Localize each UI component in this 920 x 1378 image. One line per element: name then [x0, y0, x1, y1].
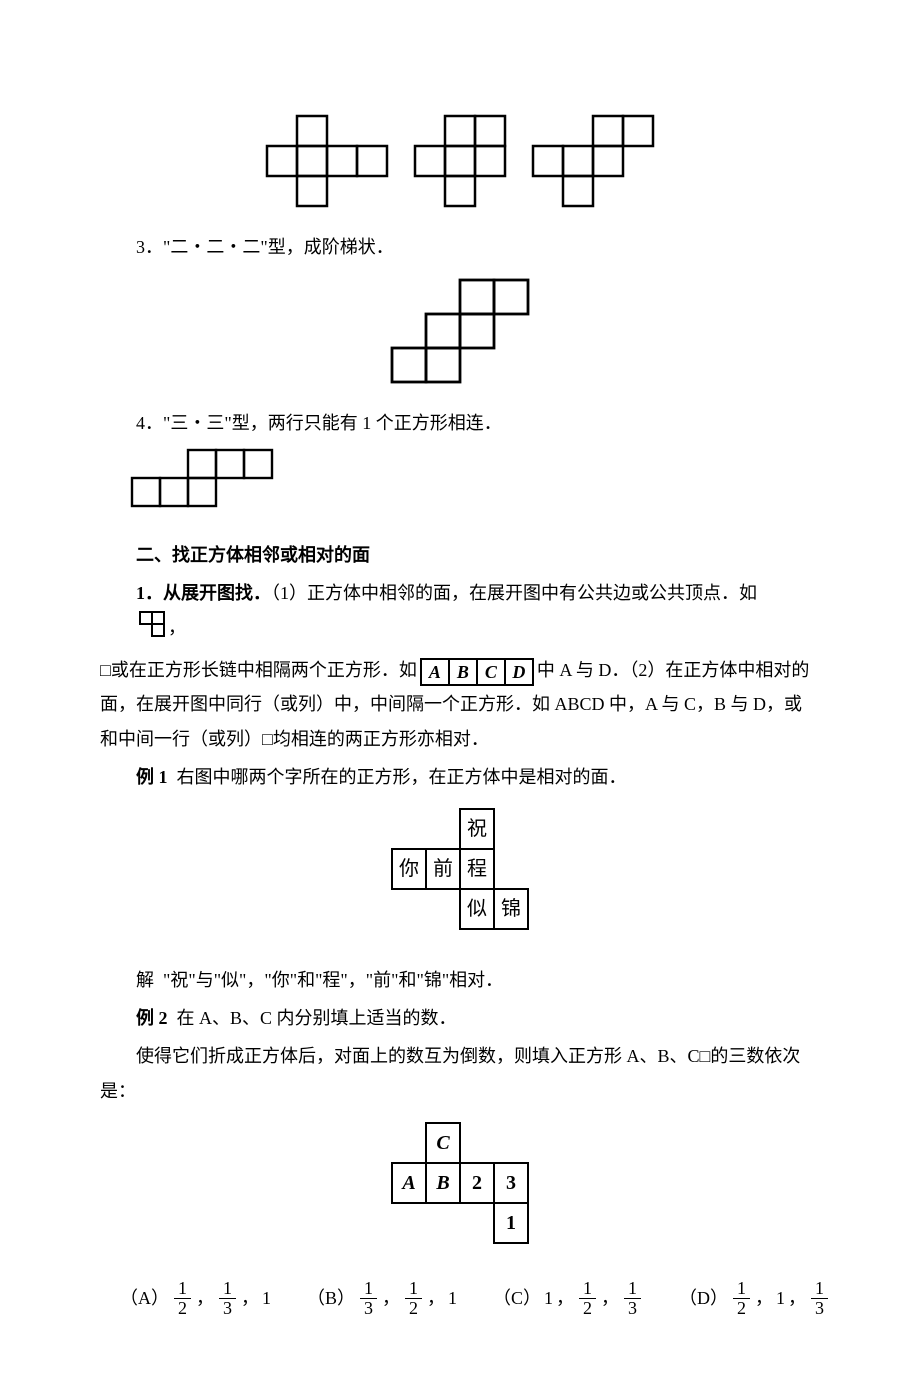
para-expand-1: 1．从展开图找．（1）正方体中相邻的面，在展开图中有公共边或公共顶点．如 ，	[100, 576, 820, 649]
fig-stair	[100, 278, 820, 384]
solution1-label: 解	[136, 970, 154, 990]
options: （A）12，13，1（B）13，12，1（C）1，12，13（D）12，1，13	[100, 1279, 820, 1318]
example-1: 例 1 右图中哪两个字所在的正方形，在正方体中是相对的面．	[100, 760, 820, 794]
line-type-33: 4．"三・三"型，两行只能有 1 个正方形相连．	[100, 406, 820, 440]
inline-l-icon	[102, 610, 166, 649]
option: （B）13，12，1	[307, 1279, 457, 1318]
example-2: 例 2 在 A、B、C 内分别填上适当的数．	[100, 1001, 820, 1035]
heading-2: 二、找正方体相邻或相对的面	[100, 538, 820, 572]
line-type-222: 3．"二・二・二"型，成阶梯状．	[100, 230, 820, 264]
para-expand-1b: （1）正方体中相邻的面，在展开图中有公共边或公共顶点．如	[271, 583, 757, 603]
ex1-text: 右图中哪两个字所在的正方形，在正方体中是相对的面．	[177, 767, 627, 787]
fig-ex1: 祝你前程似锦	[100, 808, 820, 941]
fig-33	[130, 448, 820, 519]
para-expand-lead: 1．从展开图找．	[136, 583, 271, 603]
abcd-boxes: ABCD	[420, 658, 534, 686]
para-expand-1c: ，	[168, 618, 186, 638]
ex2-label: 例 2	[136, 1008, 168, 1028]
option: （C）1，12，13	[493, 1279, 643, 1318]
solution1-text: "祝"与"似"，"你"和"程"，"前"和"锦"相对．	[163, 970, 503, 990]
option: （D）12，1，13	[679, 1279, 830, 1318]
fig-ex2: CAB231	[100, 1122, 820, 1255]
solution-1: 解 "祝"与"似"，"你"和"程"，"前"和"锦"相对．	[100, 963, 820, 997]
para-expand-2: □或在正方形长链中相隔两个正方形．如ABCD中 A 与 D．（2）在正方体中相对…	[100, 653, 820, 756]
example-2-body: 使得它们折成正方体后，对面上的数互为倒数，则填入正方形 A、B、C□的三数依次是…	[100, 1039, 820, 1107]
fig-row-top	[100, 114, 820, 208]
option: （A）12，13，1	[120, 1279, 271, 1318]
para-expand-2a: □或在正方形长链中相隔两个正方形．如	[100, 660, 417, 680]
ex1-label: 例 1	[136, 767, 168, 787]
ex2-text: 在 A、B、C 内分别填上适当的数．	[177, 1008, 457, 1028]
